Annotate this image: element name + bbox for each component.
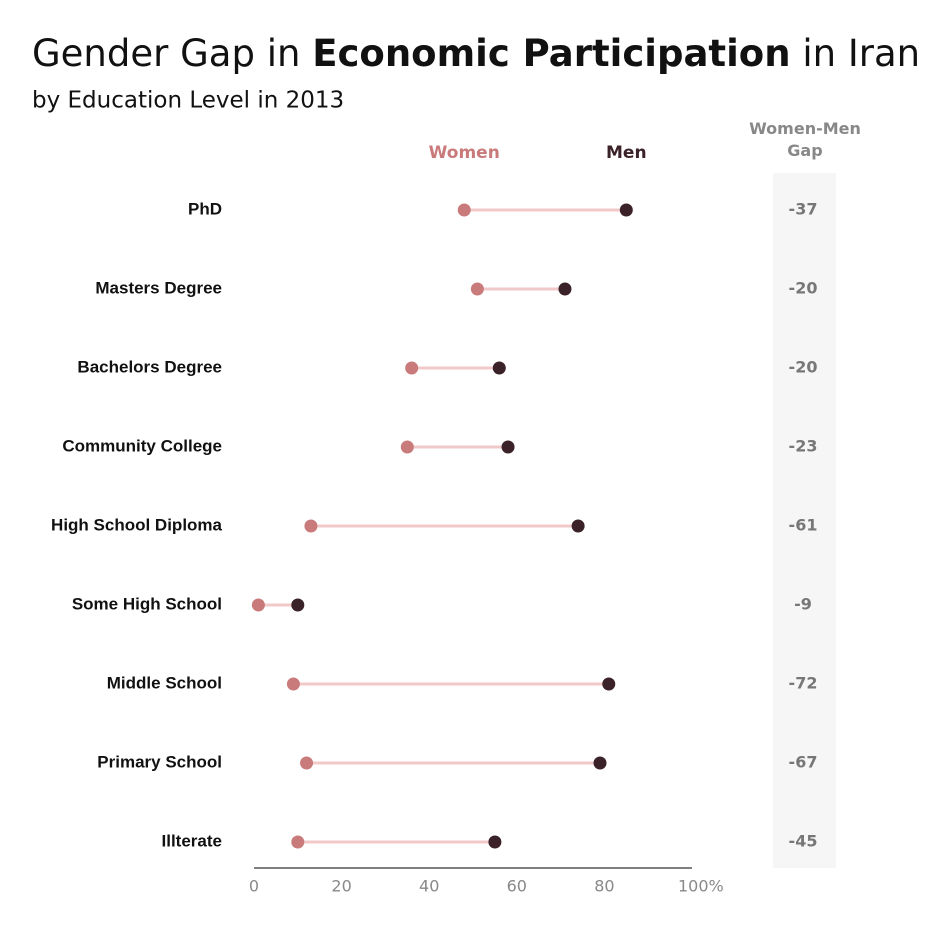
category-label: Illterate [162,831,222,850]
category-label: Community College [62,436,222,455]
chart-subtitle: by Education Level in 2013 [32,88,344,114]
category-label: Masters Degree [95,278,222,297]
chart-title: Gender Gap in Economic Participation in … [32,32,920,75]
legend-label: Women [429,143,500,163]
title-part: Economic Participation [312,32,790,75]
gap-column-bg [773,173,836,868]
dot [602,677,616,691]
x-tick-label: 80 [594,877,614,896]
dot [492,361,506,375]
gap-value: -45 [789,832,818,851]
legend-label: Men [606,143,647,163]
gap-value: -9 [794,595,812,614]
gap-title: Women-Men Gap [749,119,861,160]
dot [470,282,484,296]
gap-value: -20 [789,358,818,377]
title-part: Gender Gap in [32,32,312,75]
dot [571,519,585,533]
x-tick-label: 20 [331,877,351,896]
x-tick-label: 100% [678,877,724,896]
dot [400,440,414,454]
gap-value: -37 [789,200,818,219]
category-label: High School Diploma [51,515,222,534]
x-tick-label: 0 [249,877,259,896]
dot [593,756,607,770]
gap-value: -61 [789,516,818,535]
dot [286,677,300,691]
dot [488,835,502,849]
category-label: Primary School [97,752,222,771]
dot [619,203,633,217]
dot [304,519,318,533]
dot [558,282,572,296]
title-part: in Iran [791,32,921,75]
x-tick-label: 60 [507,877,527,896]
dot [457,203,471,217]
dot [251,598,265,612]
gap-value: -72 [789,674,818,693]
x-tick-label: 40 [419,877,439,896]
category-label: Some High School [72,594,222,613]
category-label: Middle School [107,673,222,692]
dot [291,598,305,612]
dot [300,756,314,770]
gap-value: -23 [789,437,818,456]
dot [405,361,419,375]
category-label: PhD [188,199,222,218]
gap-value: -67 [789,753,818,772]
dot [501,440,515,454]
dot [291,835,305,849]
gap-value: -20 [789,279,818,298]
category-label: Bachelors Degree [77,357,222,376]
